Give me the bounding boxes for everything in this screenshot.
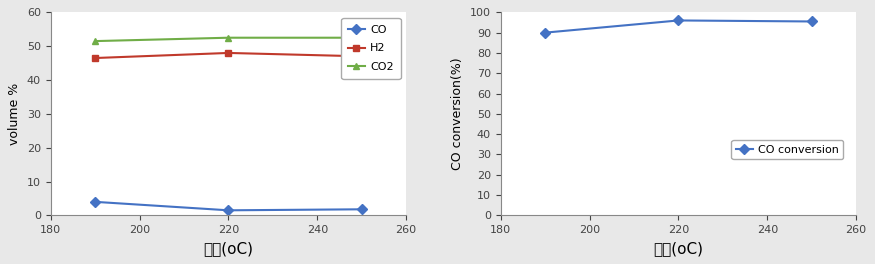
Y-axis label: CO conversion(%): CO conversion(%): [452, 58, 465, 170]
X-axis label: 온도(oC): 온도(oC): [203, 241, 254, 256]
H2: [356, 55, 367, 58]
Line: CO conversion: CO conversion: [542, 17, 816, 36]
CO: [90, 200, 101, 204]
Line: CO: CO: [92, 198, 365, 214]
Y-axis label: volume %: volume %: [9, 83, 21, 145]
H2: [223, 51, 234, 55]
CO conversion: [540, 31, 550, 34]
CO conversion: [807, 20, 817, 23]
X-axis label: 온도(oC): 온도(oC): [654, 241, 704, 256]
Legend: CO conversion: CO conversion: [732, 140, 844, 159]
CO2: [356, 36, 367, 39]
Line: CO2: CO2: [92, 34, 365, 45]
H2: [90, 56, 101, 60]
CO2: [90, 40, 101, 43]
CO2: [223, 36, 234, 39]
Legend: CO, H2, CO2: CO, H2, CO2: [341, 18, 401, 79]
Line: H2: H2: [92, 49, 365, 62]
CO: [356, 208, 367, 211]
CO: [223, 209, 234, 212]
CO conversion: [673, 19, 683, 22]
